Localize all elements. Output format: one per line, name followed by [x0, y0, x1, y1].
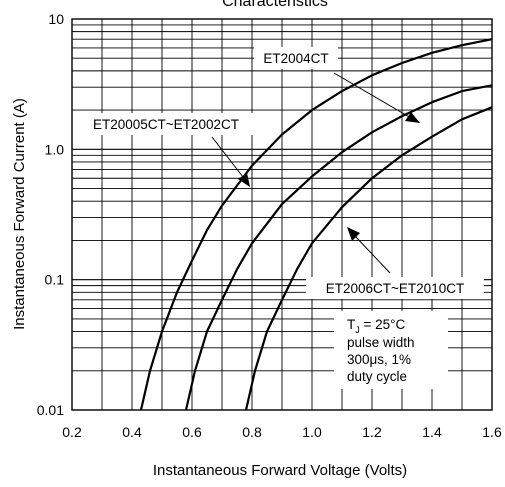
condition-line-2: pulse width [347, 335, 415, 350]
y-tick-label: 10 [48, 11, 64, 27]
x-tick-label: 1.4 [422, 424, 442, 440]
x-axis-title: Instantaneous Forward Voltage (Volts) [153, 462, 407, 479]
series-line-2 [184, 84, 493, 411]
x-tick-label: 1.2 [362, 424, 382, 440]
annotation-et2004ct-arrowhead [405, 112, 420, 123]
x-tick-label: 0.8 [242, 424, 262, 440]
annotation-et20005ct-bg [75, 113, 257, 135]
condition-tj-symbol: T [347, 317, 355, 332]
y-tick-label: 0.01 [37, 402, 64, 418]
series-line-1 [139, 38, 493, 411]
series-curves [139, 38, 493, 411]
condition-line-4: duty cycle [347, 369, 407, 384]
annotation-et2006ct: ET2006CT~ET2010CT [306, 227, 484, 299]
y-axis-title: Instantaneous Forward Current (A) [11, 98, 28, 330]
annotation-et2006ct-arrow-line [354, 235, 391, 274]
x-tick-label: 1.0 [302, 424, 322, 440]
annotation-et20005ct: ET20005CT~ET2002CT [75, 113, 257, 187]
annotation-et20005ct-arrow-line [211, 136, 244, 178]
y-tick-label: 0.1 [45, 272, 65, 288]
y-tick-labels: 10 1.0 0.1 0.01 [37, 11, 64, 418]
annotation-et2004ct-bg [254, 47, 338, 69]
x-tick-label: 0.6 [182, 424, 202, 440]
chart-title: Characteristics [222, 0, 328, 10]
test-conditions-bg [334, 311, 448, 389]
annotation-et2004ct-arrow-line [333, 72, 412, 119]
annotation-et2006ct-bg [306, 277, 484, 299]
annotation-et2004ct: ET2004CT [254, 47, 420, 123]
condition-line-3: 300μs, 1% [347, 352, 411, 367]
condition-tj-value: = 25°C [360, 317, 406, 332]
x-tick-label: 0.2 [62, 424, 82, 440]
condition-tj-subscript: J [355, 325, 360, 335]
x-tick-labels: 0.2 0.4 0.6 0.8 1.0 1.2 1.4 1.6 [62, 424, 502, 440]
annotation-et20005ct-arrowhead [238, 173, 250, 187]
x-tick-label: 0.4 [122, 424, 142, 440]
plot-frame [71, 18, 493, 411]
series-line-3 [244, 106, 493, 411]
test-conditions-note: TJ = 25°C pulse width 300μs, 1% duty cyc… [334, 311, 448, 389]
y-tick-label: 1.0 [45, 141, 65, 157]
condition-line-1: TJ = 25°C [347, 317, 406, 335]
annotation-et2006ct-arrowhead [347, 227, 360, 241]
x-tick-label: 1.6 [482, 424, 502, 440]
annotation-et2004ct-label: ET2004CT [263, 51, 328, 66]
annotation-et20005ct-label: ET20005CT~ET2002CT [93, 117, 239, 132]
annotation-et2006ct-label: ET2006CT~ET2010CT [326, 281, 464, 296]
